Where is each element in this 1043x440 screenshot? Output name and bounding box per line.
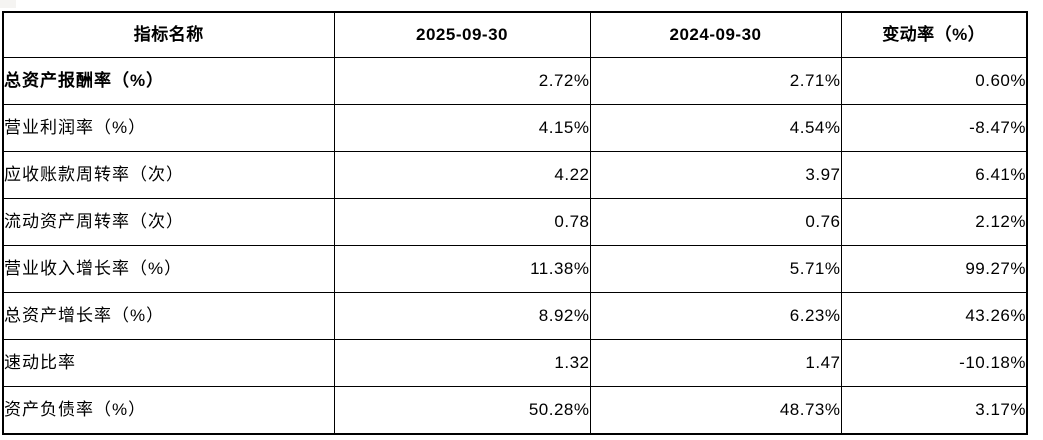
indicator-name-cell: 总资产报酬率（%） [2, 57, 335, 105]
value-2024-cell: 3.97 [589, 151, 842, 199]
column-header-change-rate: 变动率（%） [840, 11, 1028, 58]
screenshot-edge-artifact [0, 0, 16, 8]
header-row: 指标名称 2025-09-30 2024-09-30 变动率（%） [2, 11, 1028, 58]
column-header-2025-09-30: 2025-09-30 [333, 11, 591, 58]
change-rate-cell: 3.17% [840, 386, 1028, 435]
table-row-debt-to-asset-ratio: 资产负债率（%） 50.28% 48.73% 3.17% [2, 386, 1028, 435]
value-2024-cell: 5.71% [589, 245, 842, 293]
indicator-name-cell: 资产负债率（%） [2, 386, 335, 435]
value-2025-cell: 11.38% [333, 245, 591, 293]
change-rate-cell: 0.60% [840, 57, 1028, 105]
indicator-name-cell: 速动比率 [2, 339, 335, 387]
indicator-name-cell: 总资产增长率（%） [2, 292, 335, 340]
value-2025-cell: 0.78 [333, 198, 591, 246]
table-row-current-asset-turnover: 流动资产周转率（次） 0.78 0.76 2.12% [2, 198, 1028, 246]
indicator-name-cell: 应收账款周转率（次） [2, 151, 335, 199]
column-header-2024-09-30: 2024-09-30 [589, 11, 842, 58]
value-2025-cell: 2.72% [333, 57, 591, 105]
value-2024-cell: 1.47 [589, 339, 842, 387]
value-2024-cell: 4.54% [589, 104, 842, 152]
value-2024-cell: 0.76 [589, 198, 842, 246]
value-2025-cell: 8.92% [333, 292, 591, 340]
financial-indicators-table: 指标名称 2025-09-30 2024-09-30 变动率（%） 总资产报酬率… [2, 11, 1028, 435]
change-rate-cell: -8.47% [840, 104, 1028, 152]
table-row-quick-ratio: 速动比率 1.32 1.47 -10.18% [2, 339, 1028, 387]
table-row-revenue-growth: 营业收入增长率（%） 11.38% 5.71% 99.27% [2, 245, 1028, 293]
change-rate-cell: -10.18% [840, 339, 1028, 387]
table-row-total-asset-return: 总资产报酬率（%） 2.72% 2.71% 0.60% [2, 57, 1028, 105]
change-rate-cell: 2.12% [840, 198, 1028, 246]
change-rate-cell: 99.27% [840, 245, 1028, 293]
change-rate-cell: 6.41% [840, 151, 1028, 199]
table-row-receivables-turnover: 应收账款周转率（次） 4.22 3.97 6.41% [2, 151, 1028, 199]
table-row-total-asset-growth: 总资产增长率（%） 8.92% 6.23% 43.26% [2, 292, 1028, 340]
value-2024-cell: 2.71% [589, 57, 842, 105]
value-2024-cell: 48.73% [589, 386, 842, 435]
table-row-operating-profit-margin: 营业利润率（%） 4.15% 4.54% -8.47% [2, 104, 1028, 152]
indicator-name-cell: 营业收入增长率（%） [2, 245, 335, 293]
value-2025-cell: 1.32 [333, 339, 591, 387]
value-2025-cell: 4.22 [333, 151, 591, 199]
column-header-indicator-name: 指标名称 [2, 11, 335, 58]
indicator-name-cell: 营业利润率（%） [2, 104, 335, 152]
value-2024-cell: 6.23% [589, 292, 842, 340]
value-2025-cell: 4.15% [333, 104, 591, 152]
value-2025-cell: 50.28% [333, 386, 591, 435]
indicator-name-cell: 流动资产周转率（次） [2, 198, 335, 246]
change-rate-cell: 43.26% [840, 292, 1028, 340]
